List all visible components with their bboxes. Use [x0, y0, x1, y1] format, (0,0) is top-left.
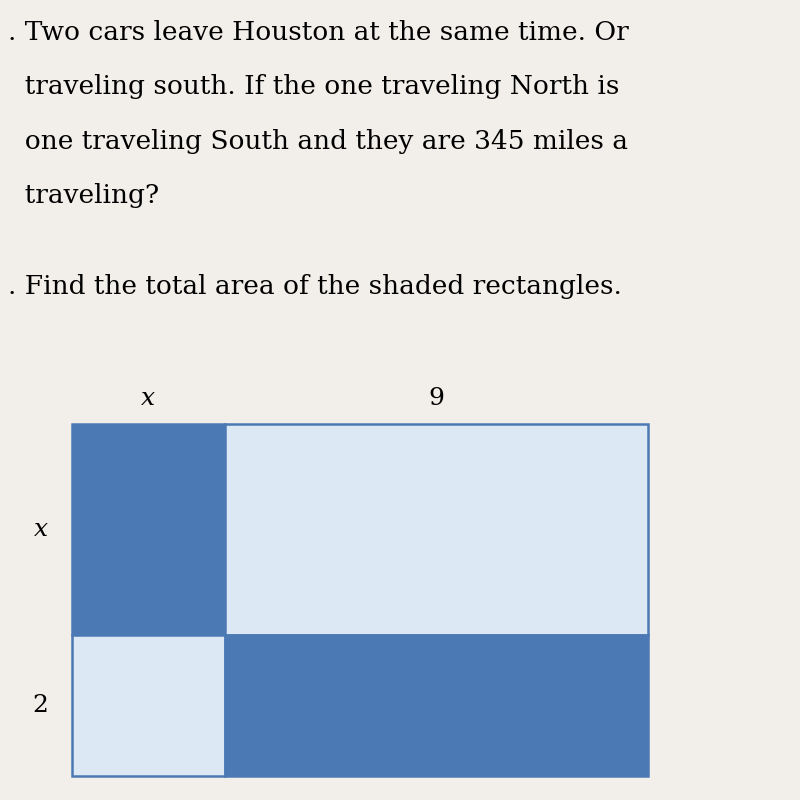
Bar — [72, 635, 225, 776]
Text: 2: 2 — [32, 694, 48, 717]
Bar — [225, 635, 648, 776]
Text: traveling?: traveling? — [8, 183, 159, 208]
Text: x: x — [34, 518, 48, 541]
Bar — [72, 424, 225, 635]
Text: one traveling South and they are 345 miles a: one traveling South and they are 345 mil… — [8, 129, 628, 154]
Text: 9: 9 — [428, 386, 444, 410]
Text: . Two cars leave Houston at the same time. Or: . Two cars leave Houston at the same tim… — [8, 20, 629, 45]
Text: . Find the total area of the shaded rectangles.: . Find the total area of the shaded rect… — [8, 274, 622, 298]
Text: traveling south. If the one traveling North is: traveling south. If the one traveling No… — [8, 74, 619, 99]
Bar — [225, 424, 648, 635]
Text: x: x — [142, 386, 155, 410]
